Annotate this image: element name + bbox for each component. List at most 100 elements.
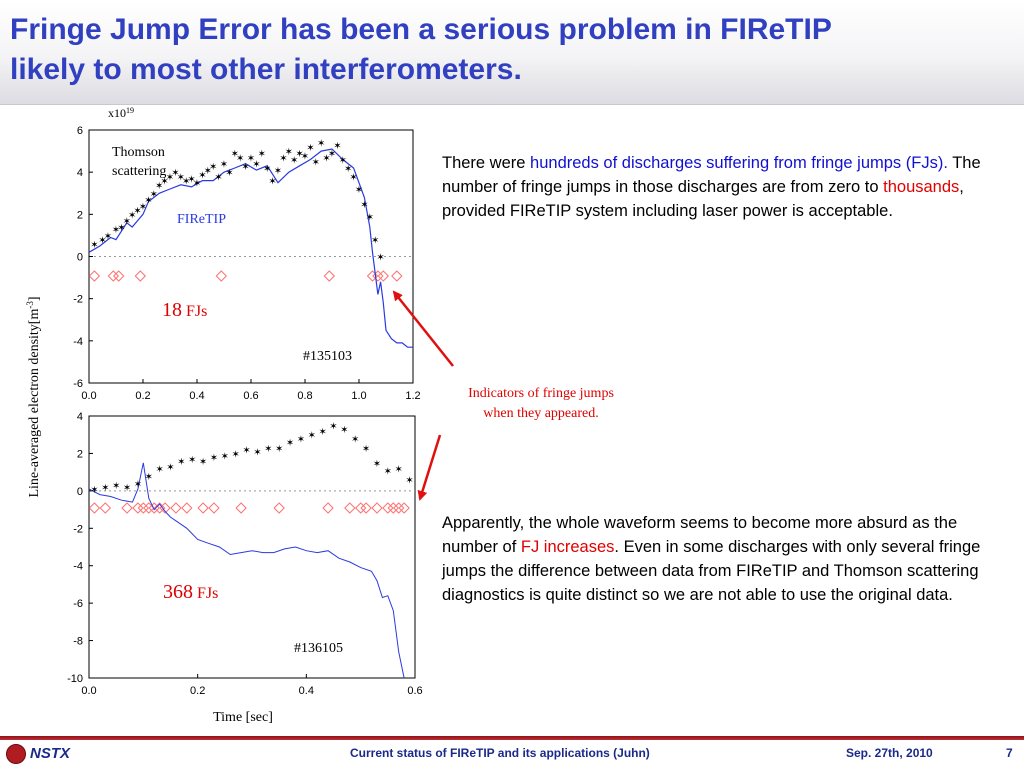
top-thomson-point: ✶ bbox=[198, 170, 206, 181]
top-thomson-point: ✶ bbox=[225, 168, 233, 179]
top-xtick-label: 0.4 bbox=[189, 390, 204, 402]
top-thomson-point: ✶ bbox=[90, 240, 98, 251]
text1-highlight-2: thousands bbox=[883, 178, 960, 196]
bottom-thomson-point: ✶ bbox=[362, 444, 370, 455]
footer-date: Sep. 27th, 2010 bbox=[846, 746, 933, 760]
nstx-logo-icon bbox=[6, 744, 26, 764]
title-line-2: likely to most other interferometers. bbox=[10, 53, 522, 86]
bottom-fringe-jump-marker bbox=[398, 502, 410, 514]
bottom-thomson-point: ✶ bbox=[101, 483, 109, 494]
bottom-ytick-label: 4 bbox=[77, 411, 83, 423]
top-thomson-point: ✶ bbox=[355, 185, 363, 196]
bottom-fringe-jump-marker bbox=[181, 502, 193, 514]
top-thomson-point: ✶ bbox=[322, 153, 330, 164]
nstx-logo-text: NSTX bbox=[30, 745, 71, 762]
bottom-fringe-jump-marker bbox=[208, 502, 220, 514]
text1-part2: The number of fringe jumps in those disc… bbox=[442, 154, 981, 196]
footer-center-text: Current status of FIReTIP and its applic… bbox=[350, 746, 650, 760]
top-ytick-label: -6 bbox=[73, 378, 83, 390]
top-thomson-point: ✶ bbox=[214, 172, 222, 183]
top-thomson-point: ✶ bbox=[155, 181, 163, 192]
bottom-ytick-label: 0 bbox=[77, 486, 83, 498]
bottom-fj-count: 368 FJs bbox=[163, 581, 218, 603]
bottom-fringe-jump-marker bbox=[235, 502, 247, 514]
top-thomson-point: ✶ bbox=[328, 149, 336, 160]
top-thomson-point: ✶ bbox=[166, 172, 174, 183]
bottom-fringe-jump-marker bbox=[121, 502, 133, 514]
annotation-arrow-bottom bbox=[417, 434, 442, 501]
bottom-thomson-point: ✶ bbox=[395, 464, 403, 475]
top-thomson-point: ✶ bbox=[160, 177, 168, 188]
bottom-thomson-point: ✶ bbox=[384, 466, 392, 477]
bottom-thomson-point: ✶ bbox=[90, 485, 98, 496]
top-thomson-label-1: Thomson bbox=[112, 145, 165, 160]
top-thomson-point: ✶ bbox=[150, 189, 158, 200]
bottom-thomson-point: ✶ bbox=[112, 481, 120, 492]
top-thomson-point: ✶ bbox=[182, 177, 190, 188]
top-thomson-point: ✶ bbox=[98, 236, 106, 247]
top-fj-count-num: 18 bbox=[162, 299, 182, 321]
top-thomson-point: ✶ bbox=[171, 168, 179, 179]
top-thomson-point: ✶ bbox=[360, 200, 368, 211]
bottom-xtick-label: 0.4 bbox=[299, 685, 314, 697]
title-banner: Fringe Jump Error has been a serious pro… bbox=[0, 0, 1024, 105]
top-ytick-label: 4 bbox=[77, 167, 83, 179]
bottom-fringe-jump-marker bbox=[132, 502, 144, 514]
top-fringe-jump-marker bbox=[112, 270, 125, 282]
top-firetip-line bbox=[88, 148, 413, 348]
top-thomson-point: ✶ bbox=[236, 153, 244, 164]
bottom-ytick-label: -8 bbox=[73, 636, 83, 648]
top-thomson-point: ✶ bbox=[187, 174, 195, 185]
top-thomson-point: ✶ bbox=[295, 149, 303, 160]
top-thomson-point: ✶ bbox=[247, 153, 255, 164]
bottom-ytick-label: 2 bbox=[77, 448, 83, 460]
bottom-firetip-line bbox=[88, 462, 405, 679]
text2-part2: . Even in some discharges with only seve… bbox=[442, 538, 981, 604]
bottom-thomson-point: ✶ bbox=[297, 434, 305, 445]
text1-part3: , provided FIReTIP system including lase… bbox=[442, 178, 964, 220]
top-thomson-point: ✶ bbox=[112, 225, 120, 236]
top-thomson-point: ✶ bbox=[349, 172, 357, 183]
bottom-thomson-point: ✶ bbox=[340, 425, 348, 436]
title-line-1: Fringe Jump Error has been a serious pro… bbox=[10, 13, 832, 46]
top-thomson-point: ✶ bbox=[104, 231, 112, 242]
top-thomson-point: ✶ bbox=[312, 158, 320, 169]
bottom-thomson-point: ✶ bbox=[221, 451, 229, 462]
top-xtick-label: 0.8 bbox=[297, 390, 312, 402]
bottom-fringe-jump-marker bbox=[354, 502, 367, 514]
bottom-fringe-jump-marker bbox=[137, 502, 150, 514]
bottom-thomson-point: ✶ bbox=[264, 444, 272, 455]
text-block-2: Apparently, the whole waveform seems to … bbox=[442, 511, 1012, 607]
top-thomson-point: ✶ bbox=[274, 166, 282, 177]
top-fj-count: 18 FJs bbox=[162, 299, 207, 321]
top-fringe-jump-marker bbox=[215, 270, 228, 282]
top-thomson-point: ✶ bbox=[366, 212, 374, 223]
bottom-thomson-point: ✶ bbox=[242, 446, 250, 457]
top-thomson-point: ✶ bbox=[333, 141, 341, 152]
top-ytick-label: 6 bbox=[77, 125, 83, 137]
top-thomson-point: ✶ bbox=[220, 160, 228, 171]
top-thomson-point: ✶ bbox=[317, 139, 325, 150]
top-thomson-point: ✶ bbox=[301, 151, 309, 162]
bottom-fringe-jump-marker bbox=[153, 502, 166, 514]
bottom-thomson-point: ✶ bbox=[329, 421, 337, 432]
bottom-fringe-jump-marker bbox=[170, 502, 182, 514]
bottom-fj-count-num: 368 bbox=[163, 581, 193, 603]
bottom-xtick-label: 0.2 bbox=[190, 685, 205, 697]
x-axis-label: Time [sec] bbox=[213, 710, 273, 725]
y-axis-label-sup: -3 bbox=[25, 301, 35, 309]
bottom-ytick-label: -4 bbox=[73, 561, 83, 573]
bottom-thomson-point: ✶ bbox=[199, 457, 207, 468]
top-thomson-point: ✶ bbox=[279, 153, 287, 164]
top-fringe-jump-marker bbox=[377, 270, 390, 282]
y-axis-label-end: ] bbox=[27, 296, 42, 301]
bottom-fringe-jump-marker bbox=[371, 502, 383, 514]
top-thomson-point: ✶ bbox=[339, 156, 347, 167]
bottom-thomson-point: ✶ bbox=[232, 449, 240, 460]
top-thomson-point: ✶ bbox=[263, 164, 271, 175]
bottom-thomson-point: ✶ bbox=[188, 455, 196, 466]
top-xtick-label: 0.2 bbox=[135, 390, 150, 402]
top-thomson-point: ✶ bbox=[144, 196, 152, 207]
top-firetip-label: FIReTIP bbox=[177, 212, 226, 227]
